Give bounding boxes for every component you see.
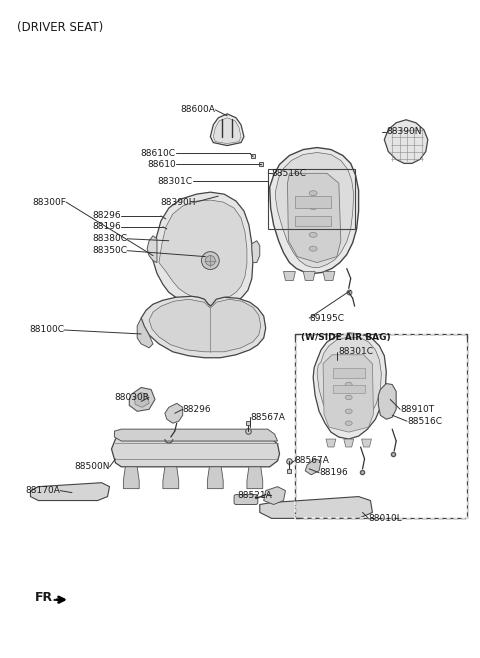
Text: 88516C: 88516C bbox=[272, 169, 307, 178]
Text: 88567A: 88567A bbox=[294, 457, 329, 465]
Polygon shape bbox=[305, 459, 321, 475]
Ellipse shape bbox=[345, 382, 352, 387]
Polygon shape bbox=[303, 272, 315, 280]
Text: 88600A: 88600A bbox=[180, 105, 216, 114]
Ellipse shape bbox=[309, 218, 317, 224]
Bar bbox=[333, 384, 364, 393]
Polygon shape bbox=[317, 337, 381, 431]
Text: 88296: 88296 bbox=[93, 211, 121, 220]
Polygon shape bbox=[114, 429, 277, 441]
Text: (DRIVER SEAT): (DRIVER SEAT) bbox=[17, 20, 103, 34]
Text: 88010L: 88010L bbox=[369, 514, 402, 523]
Polygon shape bbox=[361, 439, 372, 447]
Polygon shape bbox=[123, 467, 139, 489]
Ellipse shape bbox=[309, 246, 317, 251]
Text: 88380C: 88380C bbox=[92, 234, 127, 243]
Ellipse shape bbox=[345, 409, 352, 413]
Text: 88390H: 88390H bbox=[160, 197, 195, 207]
Polygon shape bbox=[159, 200, 247, 306]
Polygon shape bbox=[288, 173, 341, 263]
Text: 88301C: 88301C bbox=[157, 177, 192, 186]
Polygon shape bbox=[149, 299, 261, 352]
Text: 88610: 88610 bbox=[147, 160, 176, 169]
Polygon shape bbox=[264, 487, 286, 505]
Text: 88390N: 88390N bbox=[386, 127, 422, 136]
Text: 88516C: 88516C bbox=[407, 417, 442, 426]
Text: 88030R: 88030R bbox=[114, 393, 149, 402]
Bar bbox=[295, 216, 331, 226]
Ellipse shape bbox=[202, 251, 219, 270]
Polygon shape bbox=[378, 384, 396, 419]
Text: 88196: 88196 bbox=[319, 468, 348, 477]
Polygon shape bbox=[163, 467, 179, 489]
Polygon shape bbox=[147, 236, 157, 263]
Polygon shape bbox=[210, 114, 244, 145]
Bar bbox=[295, 334, 468, 519]
Ellipse shape bbox=[345, 421, 352, 426]
Polygon shape bbox=[313, 333, 386, 439]
Polygon shape bbox=[165, 403, 183, 423]
Ellipse shape bbox=[205, 255, 216, 266]
Polygon shape bbox=[141, 296, 266, 358]
Text: 88100C: 88100C bbox=[29, 326, 64, 334]
Bar bbox=[295, 196, 331, 208]
Ellipse shape bbox=[345, 369, 352, 374]
Bar bbox=[268, 169, 355, 229]
Text: 88301C: 88301C bbox=[339, 347, 374, 356]
Text: (W/SIDE AIR BAG): (W/SIDE AIR BAG) bbox=[301, 334, 391, 342]
Text: 88196: 88196 bbox=[93, 222, 121, 232]
Polygon shape bbox=[129, 388, 155, 411]
Ellipse shape bbox=[309, 205, 317, 209]
Polygon shape bbox=[111, 434, 279, 467]
Polygon shape bbox=[323, 272, 335, 280]
Ellipse shape bbox=[309, 191, 317, 195]
Text: 88170A: 88170A bbox=[25, 486, 60, 495]
Text: 88500N: 88500N bbox=[74, 463, 109, 471]
Polygon shape bbox=[207, 467, 223, 489]
Polygon shape bbox=[30, 483, 109, 501]
Polygon shape bbox=[384, 120, 428, 163]
Ellipse shape bbox=[309, 232, 317, 238]
Text: 88296: 88296 bbox=[183, 405, 211, 414]
Polygon shape bbox=[270, 147, 359, 274]
Text: 88350C: 88350C bbox=[92, 246, 127, 255]
Text: 88567A: 88567A bbox=[250, 413, 285, 422]
Ellipse shape bbox=[345, 395, 352, 399]
Polygon shape bbox=[213, 118, 241, 143]
Polygon shape bbox=[260, 497, 372, 519]
FancyBboxPatch shape bbox=[234, 495, 258, 505]
Text: 88610C: 88610C bbox=[141, 149, 176, 158]
Bar bbox=[333, 368, 364, 378]
Text: 88910T: 88910T bbox=[400, 405, 434, 414]
Polygon shape bbox=[153, 192, 253, 318]
Polygon shape bbox=[323, 355, 373, 432]
Polygon shape bbox=[247, 467, 263, 489]
Polygon shape bbox=[284, 272, 295, 280]
Polygon shape bbox=[137, 318, 153, 348]
Polygon shape bbox=[276, 153, 354, 268]
Polygon shape bbox=[134, 392, 149, 407]
Polygon shape bbox=[344, 439, 354, 447]
Text: FR.: FR. bbox=[35, 591, 58, 604]
Polygon shape bbox=[326, 439, 336, 447]
Text: 89195C: 89195C bbox=[309, 314, 344, 322]
Polygon shape bbox=[252, 241, 260, 263]
Text: 88300F: 88300F bbox=[32, 197, 66, 207]
Text: 88521A: 88521A bbox=[237, 491, 272, 500]
